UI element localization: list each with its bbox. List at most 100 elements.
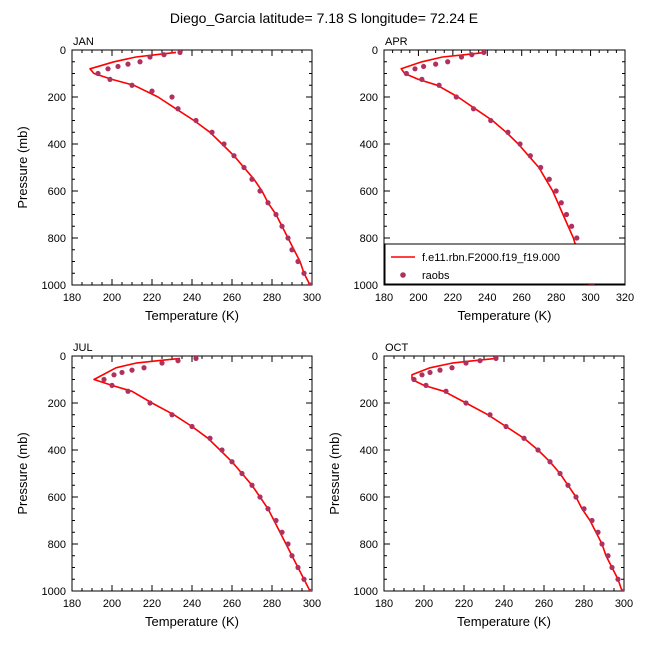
raobs-point [125,388,131,394]
raobs-point [436,82,442,88]
y-tick-label: 0 [372,45,378,57]
x-tick-label: 240 [478,292,496,304]
raobs-point [411,376,417,383]
raobs-point [147,54,153,60]
raobs-point [469,52,475,58]
x-tick-label: 300 [303,292,321,304]
x-tick-label: 260 [223,292,241,304]
raobs-point [565,482,571,488]
y-tick-label: 200 [48,398,66,410]
y-tick-label: 600 [360,492,378,504]
raobs-point [538,164,544,171]
raobs-point [109,382,115,388]
y-axis-title: Pressure (mb) [15,432,30,514]
plot-area [89,50,312,285]
raobs-point [574,235,580,241]
raobs-point [149,88,155,94]
raobs-point [289,247,295,253]
raobs-point [177,50,183,55]
plot-area [93,356,312,591]
raobs-point [249,176,255,182]
raobs-point [107,76,113,82]
raobs-point [553,188,559,194]
raobs-point [169,412,175,418]
raobs-point [493,356,499,361]
x-tick-label: 200 [103,598,121,610]
x-tick-label: 220 [143,292,161,304]
raobs-point [115,63,121,70]
y-tick-label: 400 [360,445,378,457]
raobs-point [487,412,493,418]
raobs-point [125,61,131,67]
y-tick-label: 800 [360,233,378,245]
panel-label: JAN [73,36,94,48]
raobs-point [563,211,570,218]
y-axis-title: Pressure (mb) [327,432,342,514]
raobs-point [239,470,245,477]
legend-model-label: f.e11.rbn.F2000.f19_f19.000 [422,252,560,264]
y-tick-label: 400 [48,139,66,151]
x-tick-label: 180 [63,598,81,610]
panel-oct: 180 200 220 240 260 280 300 0 200 400 600 800 1000 OC… [327,342,633,629]
x-tick-label: 200 [103,292,121,304]
raobs-point [505,129,511,135]
panel-jan: 180 200 220 240 260 280 300 0 200 400 600 800 1000 JA… [15,36,321,323]
raobs-point [95,70,101,77]
x-tick-label: 260 [513,292,531,304]
x-tick-label: 300 [615,598,633,610]
raobs-point [412,66,418,72]
raobs-point [558,200,564,206]
raobs-point [111,372,117,378]
raobs-point [621,588,624,591]
raobs-point [207,435,213,441]
raobs-point [221,141,227,147]
panel-label: APR [385,36,408,48]
raobs-point [295,564,301,571]
raobs-point [129,82,135,88]
raobs-point [257,494,263,500]
raobs-point [403,70,409,77]
plot-frame [71,355,313,592]
raobs-point [517,141,523,147]
y-tick-label: 200 [360,398,378,410]
raobs-point [488,117,494,124]
y-tick-label: 200 [48,92,66,104]
raobs-point [295,258,301,265]
y-tick-label: 800 [360,539,378,551]
raobs-point [159,360,165,366]
raobs-point [419,76,425,82]
raobs-point [458,54,465,60]
raobs-point [433,61,439,67]
x-tick-label: 280 [263,292,281,304]
panels: 180 200 220 240 260 280 300 0 200 400 600 800 1000 JA… [15,36,634,629]
raobs-point [175,106,181,112]
raobs-point [193,117,199,124]
legend-dot-swatch [400,272,406,278]
y-tick-label: 1000 [42,586,66,598]
x-tick-label: 180 [63,292,81,304]
x-tick-label: 240 [183,598,201,610]
x-tick-label: 200 [415,598,433,610]
x-axis-title: Temperature (K) [145,614,239,629]
raobs-point [427,369,433,376]
raobs-point [229,459,235,465]
x-tick-label: 320 [616,292,634,304]
raobs-point [445,59,451,65]
raobs-point [569,223,575,229]
raobs-point [241,164,247,171]
plot-area [400,50,595,285]
plot-area [411,356,624,591]
x-tick-label: 260 [535,598,553,610]
raobs-point [209,129,215,135]
raobs-point [301,576,307,582]
raobs-point [285,235,291,241]
raobs-point [137,59,143,65]
raobs-point [189,423,195,430]
raobs-point [477,358,483,364]
raobs-point [437,367,443,373]
raobs-point [105,66,111,72]
raobs-point [193,356,199,361]
raobs-point [129,367,135,373]
raobs-point [595,529,601,535]
raobs-point [419,372,425,378]
